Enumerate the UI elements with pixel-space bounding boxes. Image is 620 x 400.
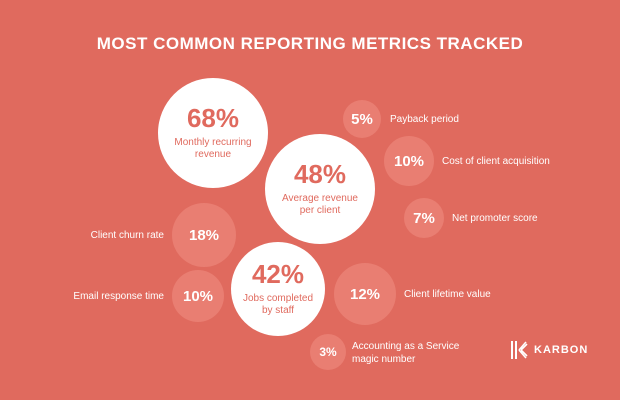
metric-bubble-payback-period: 5% (343, 100, 381, 138)
metric-value: 3% (319, 345, 337, 359)
metric-label-cost-of-client-acquisition: Cost of client acquisition (442, 156, 550, 167)
metric-label: Average revenue per client (282, 192, 358, 217)
metric-label-accounting-as-a-service-magic-number: Accounting as a Service magic number (352, 341, 460, 365)
metric-value: 48% (293, 158, 347, 189)
metric-label: Monthly recurring revenue (174, 136, 252, 161)
metric-bubble-accounting-as-a-service-magic-number: 3% (310, 334, 346, 370)
metric-value: 10% (393, 152, 425, 170)
metric-label-net-promoter-score: Net promoter score (452, 213, 538, 224)
metric-value: 7% (413, 209, 435, 227)
metric-bubble-email-response-time: 10% (172, 270, 224, 322)
metric-bubble-client-churn-rate: 18% (172, 203, 236, 267)
metric-label-client-churn-rate: Client churn rate (90, 230, 164, 241)
metric-bubble-cost-of-client-acquisition: 10% (384, 136, 434, 186)
metric-bubble-monthly-recurring-revenue: 68% Monthly recurring revenue (158, 78, 268, 188)
logo-text: KARBON (534, 344, 589, 356)
metric-value: 12% (349, 285, 381, 303)
metric-value: 5% (351, 110, 373, 128)
metric-label-payback-period: Payback period (390, 114, 459, 125)
karbon-logo: KARBON (510, 340, 588, 360)
metric-label-client-lifetime-value: Client lifetime value (404, 289, 491, 300)
metric-bubble-jobs-completed-by-staff: 42% Jobs completed by staff (231, 242, 325, 336)
chart-title: MOST COMMON REPORTING METRICS TRACKED (96, 34, 524, 53)
metric-label: Jobs completed by staff (242, 292, 314, 317)
metric-label-email-response-time: Email response time (73, 291, 164, 302)
metric-value: 42% (251, 258, 305, 289)
metric-value: 18% (188, 226, 220, 244)
metric-bubble-net-promoter-score: 7% (404, 198, 444, 238)
metric-value: 10% (182, 287, 214, 305)
metric-bubble-average-revenue-per-client: 48% Average revenue per client (265, 134, 375, 244)
metric-bubble-client-lifetime-value: 12% (334, 263, 396, 325)
karbon-logo-icon (511, 341, 528, 359)
metric-value: 68% (186, 102, 240, 133)
